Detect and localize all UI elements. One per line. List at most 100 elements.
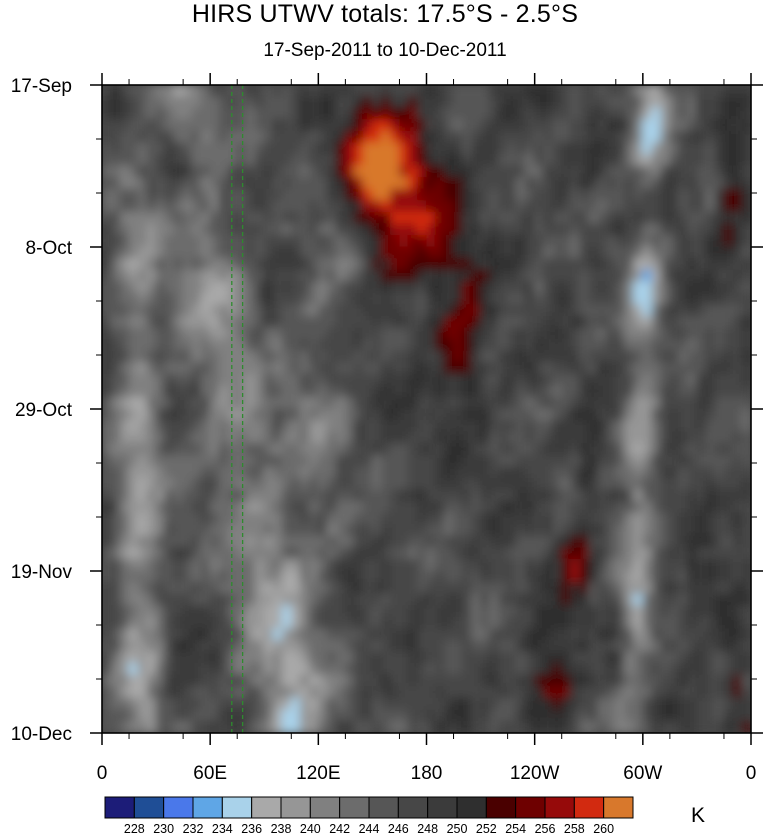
field-cell — [633, 258, 644, 271]
field-cell — [471, 339, 482, 352]
field-cell — [579, 709, 590, 723]
field-cell — [191, 269, 202, 283]
field-cell — [678, 720, 689, 733]
field-cell — [741, 223, 751, 237]
field-cell — [416, 269, 428, 283]
field-cell — [102, 96, 112, 109]
field-cell — [624, 489, 635, 503]
field-cell — [534, 558, 545, 572]
field-cell — [507, 628, 518, 642]
field-cell — [498, 628, 509, 642]
field-cell — [579, 119, 590, 132]
field-cell — [561, 639, 572, 653]
field-cell — [317, 315, 329, 329]
field-cell — [389, 85, 401, 98]
field-cell — [416, 720, 428, 733]
field-cell — [200, 315, 211, 329]
field-cell — [723, 431, 734, 445]
field-cell — [534, 269, 545, 283]
field-cell — [299, 292, 311, 306]
field-cell — [164, 582, 175, 595]
field-cell — [579, 408, 590, 422]
field-cell — [344, 373, 356, 387]
field-cell — [137, 454, 148, 468]
field-cell — [416, 200, 428, 213]
field-cell — [119, 246, 130, 260]
field-cell — [669, 234, 680, 248]
field-cell — [362, 535, 374, 549]
field-cell — [633, 107, 644, 121]
field-cell — [362, 234, 374, 248]
field-cell — [534, 663, 545, 676]
field-cell — [102, 327, 112, 341]
field-cell — [705, 420, 716, 433]
field-cell — [552, 547, 563, 561]
field-cell — [128, 454, 139, 468]
field-cell — [209, 443, 220, 456]
field-cell — [353, 96, 365, 109]
field-cell — [200, 535, 211, 549]
field-cell — [489, 119, 500, 132]
field-cell — [191, 350, 202, 364]
field-cell — [128, 639, 139, 653]
field-cell — [444, 281, 455, 294]
field-cell — [308, 686, 320, 699]
field-cell — [308, 385, 320, 399]
field-cell — [579, 96, 590, 109]
field-cell — [407, 281, 419, 294]
field-cell — [633, 582, 644, 595]
field-cell — [416, 339, 428, 352]
field-cell — [723, 686, 734, 699]
field-cell — [480, 153, 491, 167]
field-cell — [723, 651, 734, 665]
field-cell — [128, 535, 139, 549]
field-cell — [227, 188, 238, 202]
field-cell — [678, 269, 689, 283]
field-cell — [380, 443, 392, 456]
field-cell — [209, 292, 220, 306]
field-cell — [705, 396, 716, 410]
field-cell — [191, 570, 202, 584]
field-cell — [444, 616, 455, 630]
field-cell — [678, 246, 689, 260]
field-cell — [552, 234, 563, 248]
field-cell — [435, 512, 446, 526]
field-cell — [642, 85, 653, 98]
field-cell — [389, 709, 401, 723]
field-cell — [453, 315, 464, 329]
field-cell — [407, 651, 419, 665]
field-cell — [290, 720, 302, 733]
field-cell — [137, 582, 148, 595]
field-cell — [696, 454, 707, 468]
field-cell — [696, 304, 707, 318]
field-cell — [561, 420, 572, 433]
field-cell — [732, 246, 743, 260]
field-cell — [471, 315, 482, 329]
field-cell — [723, 385, 734, 399]
field-cell — [353, 234, 365, 248]
field-cell — [651, 454, 662, 468]
field-cell — [741, 119, 751, 132]
field-cell — [155, 477, 166, 491]
field-cell — [290, 234, 302, 248]
field-cell — [344, 651, 356, 665]
field-cell — [516, 501, 527, 514]
colorbar-swatch — [280, 796, 311, 819]
field-cell — [398, 350, 410, 364]
field-cell — [426, 651, 437, 665]
field-cell — [615, 315, 626, 329]
field-cell — [245, 396, 256, 410]
field-cell — [119, 292, 130, 306]
field-cell — [669, 373, 680, 387]
field-cell — [588, 547, 599, 561]
field-cell — [570, 512, 581, 526]
field-cell — [714, 327, 725, 341]
field-cell — [110, 489, 121, 503]
field-cell — [615, 246, 626, 260]
field-cell — [308, 651, 320, 665]
field-cell — [534, 396, 545, 410]
field-cell — [380, 605, 392, 618]
field-cell — [416, 535, 428, 549]
field-cell — [353, 431, 365, 445]
field-cell — [678, 362, 689, 375]
